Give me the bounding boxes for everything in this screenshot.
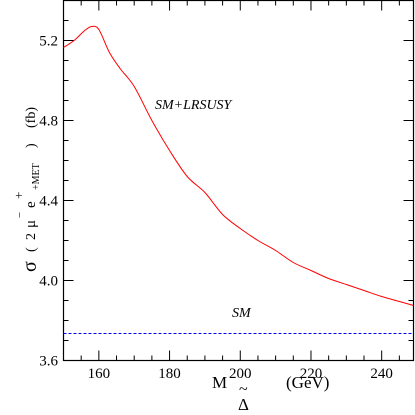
y-tick-label: 4.0 (39, 274, 58, 290)
axis-tick-labels: 160 180 200 220 240 3.6 4.0 4.4 4.8 5.2 (39, 34, 393, 383)
y-axis-label-close: ) (24, 143, 39, 148)
y-axis-label-mu: μ (23, 220, 39, 228)
y-axis-label-e: e (23, 201, 39, 208)
x-axis-label-tilde: ~ (239, 381, 248, 398)
y-axis-label-minus: − (14, 212, 26, 218)
y-axis-label-open: ( (24, 247, 39, 252)
y-tick-label: 5.2 (39, 34, 58, 50)
y-tick-label: 3.6 (39, 354, 58, 370)
x-axis-label: M ~ Δ (GeV) (212, 373, 329, 414)
series-line-sm-lrsusy (63, 25, 414, 306)
x-axis-label-m: M (212, 373, 227, 392)
x-tick-label: 220 (300, 366, 323, 382)
x-tick-label: 240 (370, 366, 393, 382)
y-axis-label: σ ( 2 μ − e + +MET ) (fb) (11, 107, 42, 272)
y-axis-label-unit: (fb) (24, 107, 39, 128)
y-axis-label-plus: + (11, 192, 26, 199)
x-tick-label: 180 (158, 366, 181, 382)
y-tick-label: 4.4 (39, 194, 58, 210)
x-tick-label: 200 (229, 366, 252, 382)
axis-ticks (63, 0, 414, 361)
x-tick-label: 160 (88, 366, 111, 382)
x-axis-label-unit: (GeV) (286, 373, 329, 392)
y-axis-label-met: +MET (31, 163, 42, 190)
y-tick-label: 4.8 (39, 114, 58, 130)
x-axis-label-delta: Δ (238, 395, 249, 414)
series-layer (63, 25, 414, 334)
series-label-sm-lrsusy: SM+LRSUSY (155, 98, 234, 113)
series-label-sm: SM (232, 306, 252, 321)
y-axis-label-sigma: σ (19, 261, 41, 272)
y-axis-label-num: 2 (24, 233, 39, 240)
